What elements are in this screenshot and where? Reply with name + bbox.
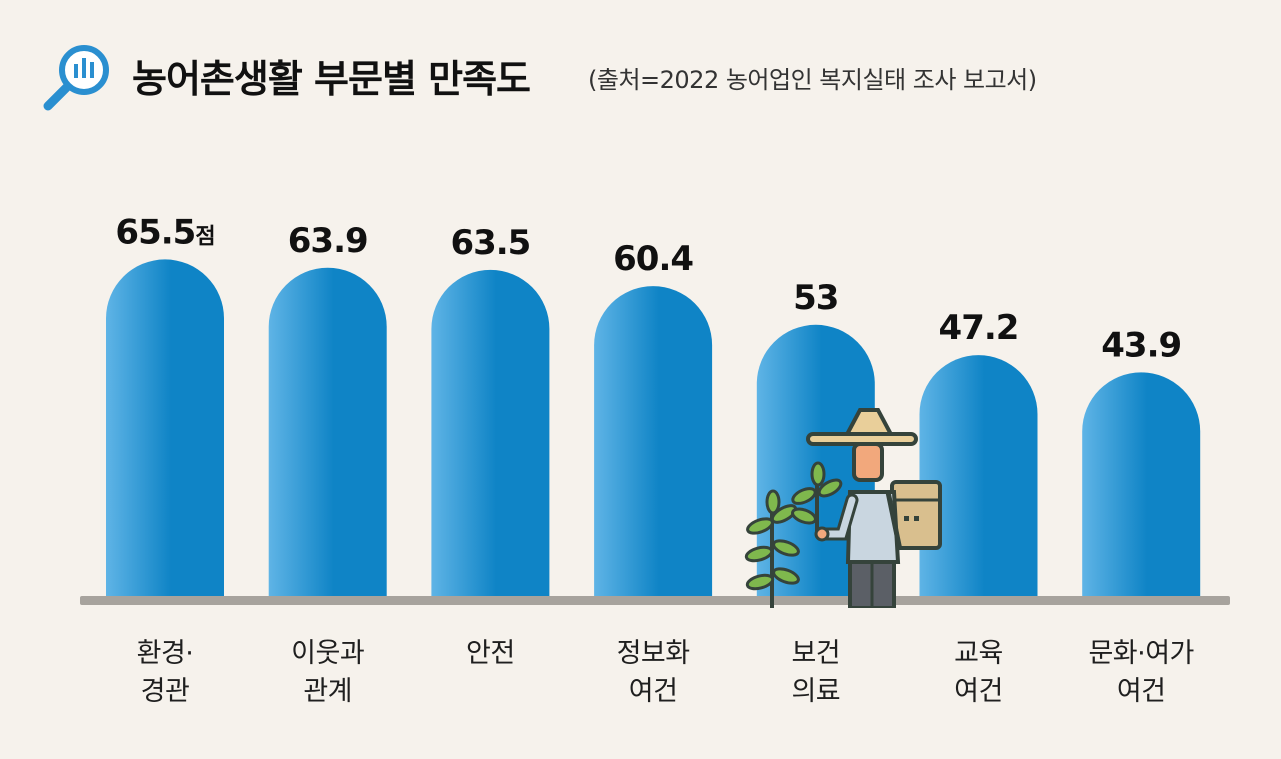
category-label: 환경· 경관: [90, 635, 240, 711]
category-label-line: 정보화: [616, 638, 691, 669]
category-label-line: 의료: [791, 676, 841, 707]
bar: [268, 267, 387, 602]
value-label: 47.2: [939, 308, 1019, 348]
category-label-line: 문화·여가: [1088, 638, 1194, 669]
value-label: 60.4: [613, 239, 693, 279]
chart-source: (출처=2022 농어업인 복지실태 조사 보고서): [588, 66, 1037, 94]
category-label-line: 안전: [466, 638, 515, 669]
value-label: 65.5점: [115, 212, 214, 252]
bar: [431, 269, 550, 602]
bar: [594, 286, 713, 602]
value-label: 53: [793, 278, 838, 318]
category-label-line: 여건: [1116, 676, 1166, 707]
category-label-line: 이웃과: [291, 638, 365, 669]
value-label: 43.9: [1101, 325, 1181, 365]
category-label-line: 환경·: [136, 638, 194, 669]
chart-title: 농어촌생활 부문별 만족도: [132, 57, 531, 101]
category-label-line: 여건: [628, 676, 678, 707]
category-label-line: 보건: [791, 638, 841, 669]
value-unit: 점: [195, 224, 214, 249]
magnifier-chart-icon: [43, 45, 109, 111]
category-label: 안전: [415, 635, 565, 673]
value-label: 63.9: [288, 221, 368, 261]
farmer-with-plants-illustration: [744, 408, 942, 608]
category-label-line: 여건: [954, 676, 1003, 707]
bar: [1082, 372, 1201, 602]
value-label: 63.5: [450, 223, 530, 263]
category-label-line: 관계: [303, 676, 353, 707]
bar: [106, 259, 224, 602]
chart-header: 농어촌생활 부문별 만족도 (출처=2022 농어업인 복지실태 조사 보고서): [40, 38, 1240, 112]
chart-baseline: [80, 596, 1230, 605]
category-label-line: 경관: [140, 676, 190, 707]
category-label-line: 교육: [954, 638, 1003, 669]
bar: [919, 355, 1038, 602]
